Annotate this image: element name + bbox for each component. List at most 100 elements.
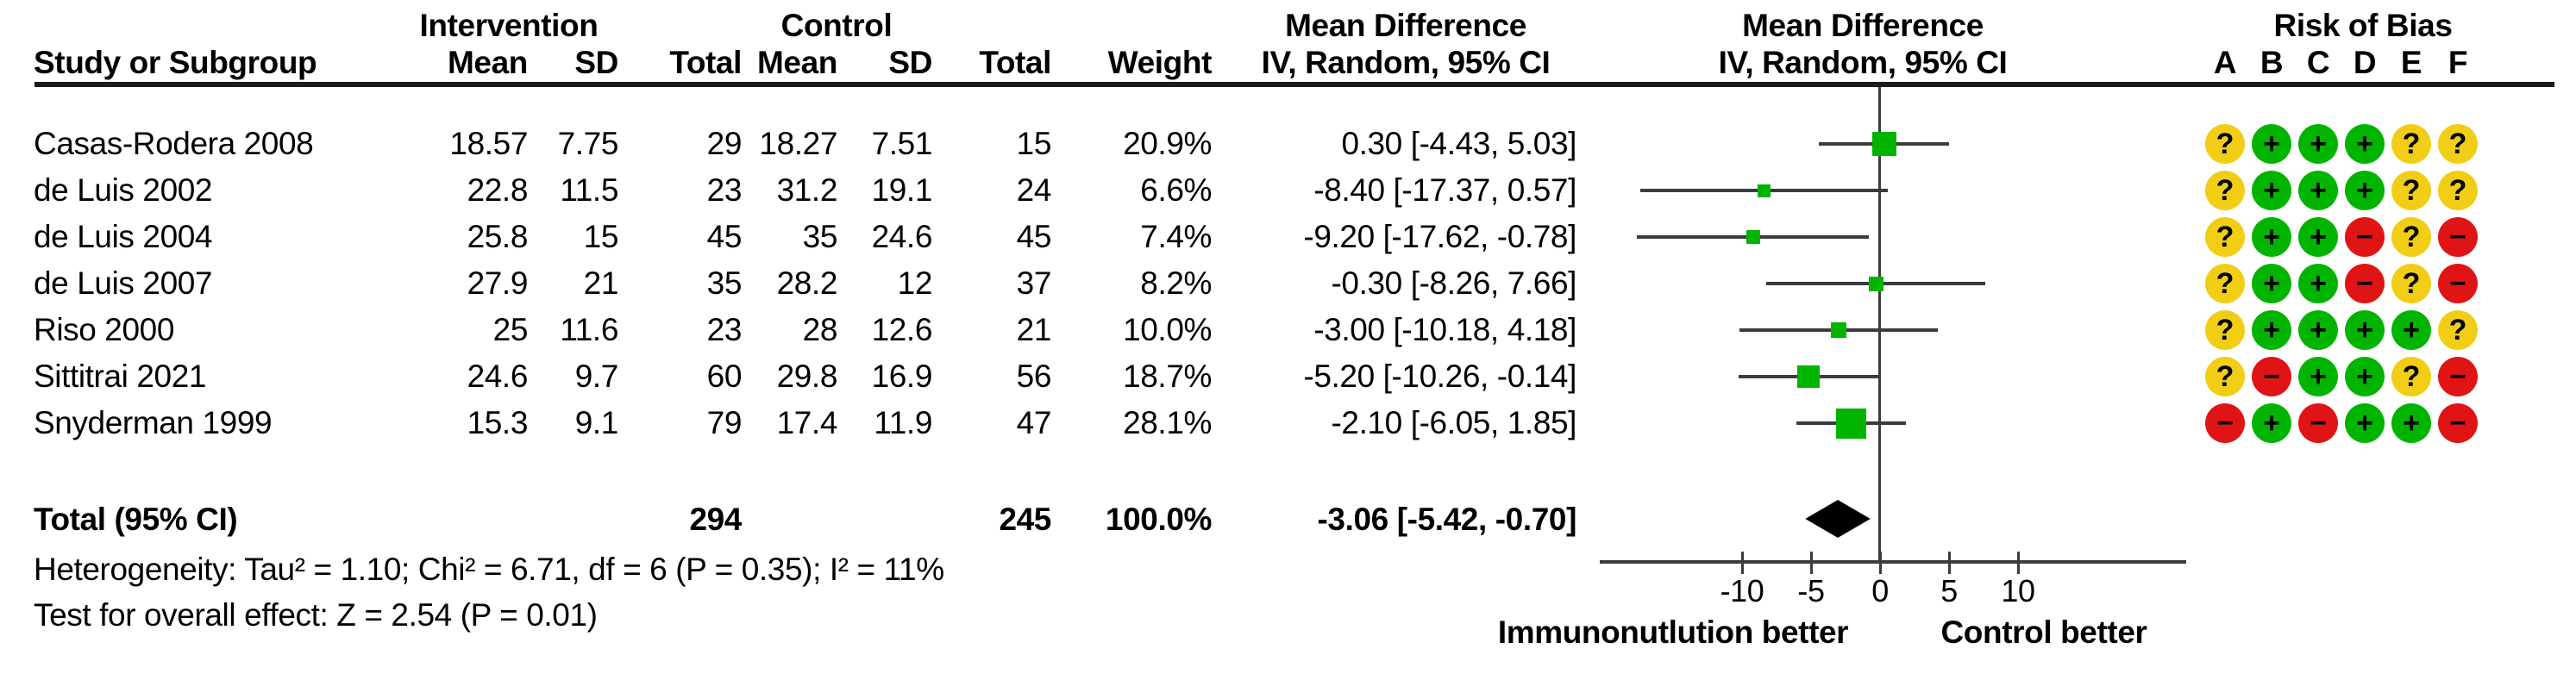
rob-circle: + (2298, 217, 2338, 257)
c-total-cell: 21 (1016, 312, 1052, 347)
rob-symbol: ? (2216, 314, 2234, 346)
ctl-mean-header: Mean (757, 45, 837, 80)
rob-circle: + (2252, 310, 2291, 350)
rob-symbol: ? (2402, 267, 2421, 300)
tick-label: -5 (1797, 573, 1825, 608)
c-sd-cell: 12.6 (871, 312, 933, 347)
effect-square (1831, 322, 1846, 338)
i-mean-cell: 18.57 (449, 126, 528, 161)
rob-symbol: − (2263, 360, 2280, 393)
rob-circle: − (2438, 217, 2478, 257)
rob-circle: − (2438, 264, 2478, 303)
total-ci-text: -3.06 [-5.42, -0.70] (1317, 502, 1577, 537)
heterogeneity-text: Heterogeneity: Tau² = 1.10; Chi² = 6.71,… (34, 552, 944, 587)
rob-column-letter: F (2448, 45, 2468, 80)
ctl-total-header: Total (979, 45, 1051, 80)
c-sd-cell: 7.51 (871, 126, 933, 161)
study-label: de Luis 2002 (34, 172, 213, 208)
i-mean-cell: 27.9 (467, 265, 529, 301)
rob-circle: + (2391, 403, 2431, 443)
weight-cell: 7.4% (1140, 219, 1212, 254)
total-diamond (1805, 500, 1871, 538)
rob-symbol: + (2263, 314, 2280, 346)
rob-circle: − (2345, 217, 2385, 257)
overall-effect-text: Test for overall effect: Z = 2.54 (P = 0… (34, 597, 598, 633)
weight-cell: 10.0% (1123, 312, 1212, 347)
i-total-cell: 35 (706, 265, 743, 301)
ci-cell: -9.20 [-17.62, -0.78] (1303, 219, 1576, 254)
c-mean-cell: 35 (802, 219, 838, 254)
rob-circle: ? (2205, 310, 2245, 350)
rob-circle: + (2298, 264, 2338, 303)
group-header-intervention: Intervention (419, 8, 599, 43)
rob-column-letter: C (2306, 45, 2330, 80)
rob-symbol: − (2449, 407, 2466, 440)
i-sd-cell: 21 (583, 265, 619, 301)
study-label: de Luis 2004 (34, 219, 213, 254)
rob-circle: + (2252, 264, 2291, 303)
rob-circle: − (2252, 357, 2291, 396)
rob-symbol: ? (2216, 267, 2234, 300)
rob-symbol: ? (2216, 174, 2234, 207)
rob-circle: + (2252, 124, 2291, 164)
c-mean-cell: 28 (802, 312, 838, 347)
rob-symbol: + (2356, 360, 2373, 393)
i-total-cell: 45 (706, 219, 743, 254)
rob-symbol: ? (2216, 360, 2234, 393)
rob-symbol: + (2403, 314, 2420, 346)
ci-cell: -0.30 [-8.26, 7.66] (1331, 265, 1577, 301)
effect-square (1868, 276, 1883, 291)
c-sd-cell: 24.6 (871, 219, 933, 254)
rob-circle: ? (2205, 171, 2245, 210)
rob-circle: + (2345, 310, 2385, 350)
rob-symbol: − (2216, 407, 2234, 440)
risk-of-bias-header: Risk of Bias (2273, 8, 2453, 43)
weight-cell: 20.9% (1123, 126, 1212, 161)
weight-cell: 8.2% (1140, 265, 1212, 301)
zero-line (1878, 87, 1881, 562)
total-row-label: Total (95% CI) (34, 502, 238, 537)
rob-circle: ? (2205, 264, 2245, 303)
tick-label: -10 (1720, 573, 1764, 608)
rob-symbol: − (2449, 360, 2466, 393)
rob-circle: ? (2391, 171, 2431, 210)
rob-column-letter: D (2353, 45, 2377, 80)
i-sd-cell: 9.1 (574, 405, 619, 440)
rob-circle: − (2438, 403, 2478, 443)
rob-symbol: ? (2448, 128, 2467, 160)
int-mean-header: Mean (448, 45, 528, 80)
rob-circle: − (2345, 264, 2385, 303)
axis-tick (1878, 552, 1882, 574)
int-total-header: Total (669, 45, 742, 80)
rob-circle: + (2252, 403, 2291, 443)
md-text-column-header: Mean Difference (1285, 8, 1526, 43)
rob-circle: ? (2391, 357, 2431, 396)
c-sd-cell: 11.9 (874, 405, 932, 440)
tick-label: 5 (1940, 573, 1958, 608)
study-label: Sittitrai 2021 (34, 359, 207, 394)
i-total-cell: 60 (706, 359, 743, 394)
axis-label-left: Immunonutlution better (1497, 614, 1849, 650)
effect-square (1835, 408, 1866, 439)
rob-symbol: − (2356, 267, 2373, 300)
i-sd-cell: 9.7 (574, 359, 619, 394)
rob-circle: + (2298, 357, 2338, 396)
study-label: de Luis 2007 (34, 265, 213, 301)
rob-symbol: ? (2402, 128, 2421, 160)
rob-circle: ? (2205, 357, 2245, 396)
c-total-cell: 47 (1016, 405, 1052, 440)
rob-symbol: ? (2216, 221, 2234, 253)
rob-circle: − (2298, 403, 2338, 443)
rob-symbol: ? (2402, 360, 2421, 393)
ci-text-header: IV, Random, 95% CI (1261, 45, 1551, 80)
ci-cell: -5.20 [-10.26, -0.14] (1303, 359, 1576, 394)
rob-symbol: + (2356, 128, 2373, 160)
rob-circle: + (2252, 171, 2291, 210)
total-int-total: 294 (689, 502, 742, 537)
group-header-control: Control (780, 8, 893, 43)
rob-circle: ? (2205, 124, 2245, 164)
ci-cell: -3.00 [-10.18, 4.18] (1313, 312, 1576, 347)
header-rule (34, 82, 2554, 87)
c-sd-cell: 19.1 (871, 172, 933, 208)
